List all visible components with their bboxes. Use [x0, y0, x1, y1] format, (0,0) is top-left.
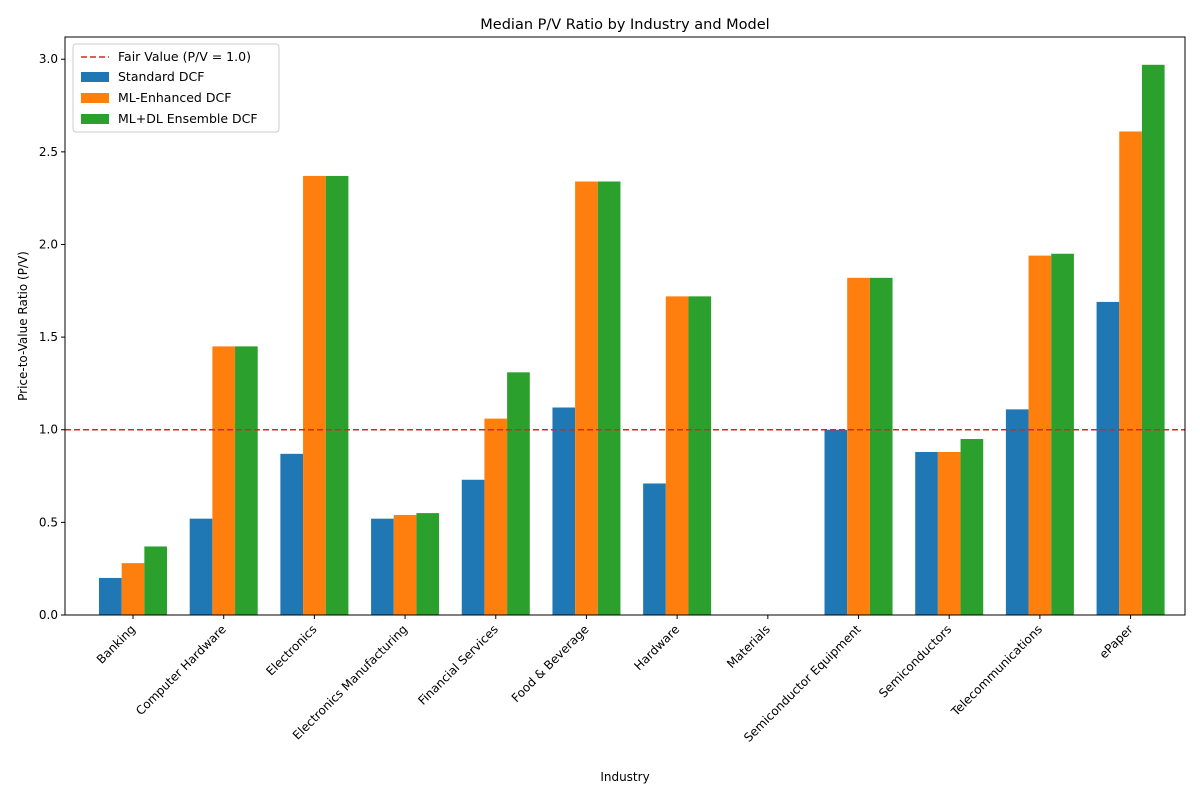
bar	[665, 296, 689, 615]
bar	[121, 563, 145, 615]
legend-swatch	[81, 114, 109, 124]
bar	[869, 277, 893, 615]
y-tick-label: 0.5	[39, 515, 58, 529]
x-tick-label: Financial Services	[415, 622, 501, 708]
x-tick-label: Banking	[94, 622, 138, 666]
bar	[915, 451, 938, 615]
x-tick-label: Computer Hardware	[133, 622, 229, 718]
x-tick-label: Semiconductors	[876, 622, 954, 700]
bar	[575, 181, 598, 615]
y-tick-label: 0.0	[39, 608, 58, 622]
bar	[507, 372, 530, 615]
y-axis-title: Price-to-Value Ratio (P/V)	[16, 251, 30, 401]
bar	[416, 513, 440, 615]
x-tick-label: Materials	[724, 622, 773, 671]
x-tick-label: Electronics	[263, 622, 319, 678]
bar	[235, 346, 258, 615]
bar	[280, 453, 304, 615]
bar	[144, 546, 168, 615]
bar	[461, 479, 485, 615]
x-tick-label: Telecommunications	[948, 622, 1045, 719]
bar	[824, 429, 848, 615]
legend: Fair Value (P/V = 1.0) Standard DCF ML-Enh…	[72, 43, 280, 133]
bar	[1028, 255, 1052, 615]
bar	[643, 483, 666, 615]
y-tick-label: 2.5	[39, 145, 58, 159]
bar	[393, 514, 417, 615]
bar	[597, 181, 621, 615]
y-tick-label: 3.0	[39, 52, 58, 66]
legend-label: Standard DCF	[118, 69, 204, 84]
bar	[1051, 253, 1074, 615]
bar	[1119, 131, 1142, 616]
bar	[1141, 64, 1165, 616]
legend-label: Fair Value (P/V = 1.0)	[118, 49, 251, 64]
bar	[371, 518, 394, 615]
y-axis: 0.0 0.5 1.0 1.5 2.0 2.5 3.0	[39, 52, 65, 622]
bar	[484, 418, 508, 615]
plot-area	[64, 36, 1186, 616]
chart-title: Median P/V Ratio by Industry and Model	[480, 17, 769, 33]
bar	[212, 346, 236, 615]
bar	[303, 175, 326, 615]
bar	[1096, 301, 1120, 615]
bar	[960, 439, 984, 615]
y-tick-label: 2.0	[39, 237, 58, 251]
y-tick-label: 1.0	[39, 423, 58, 437]
bar	[325, 175, 349, 615]
bar	[847, 277, 870, 615]
legend-swatch	[81, 72, 109, 82]
plot-frame	[64, 36, 1186, 616]
legend-label: ML+DL Ensemble DCF	[118, 111, 258, 126]
bar	[688, 296, 712, 615]
legend-box	[72, 43, 280, 133]
y-tick-label: 1.5	[39, 330, 58, 344]
bar	[937, 451, 961, 615]
bar	[189, 518, 213, 615]
legend-label: ML-Enhanced DCF	[118, 90, 231, 105]
bar	[1005, 409, 1029, 615]
x-tick-label: Food & Beverage	[509, 622, 592, 705]
bar	[99, 577, 122, 615]
legend-swatch	[81, 93, 109, 103]
x-tick-label: ePaper	[1097, 622, 1136, 661]
x-axis-title: Industry	[600, 770, 649, 784]
x-tick-label: Hardware	[631, 622, 682, 673]
bar	[552, 407, 576, 615]
